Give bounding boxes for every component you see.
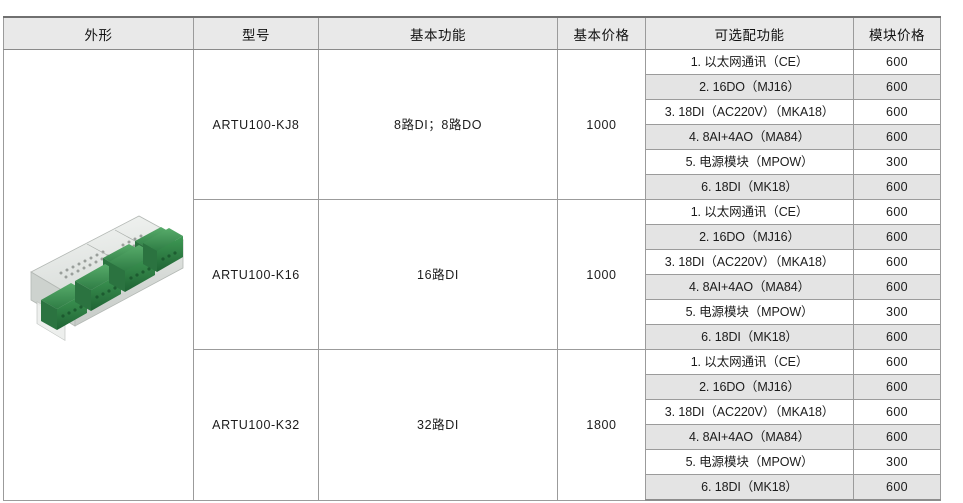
- table-row: 2. 16DO（MJ16） 600: [4, 374, 941, 400]
- table-row: 5. 电源模块（MPOW） 300: [4, 299, 941, 325]
- cell-optional-function: 4. 8AI+4AO（MA84）: [645, 274, 854, 300]
- cell-optional-function: 1. 以太网通讯（CE）: [645, 49, 854, 75]
- cell-module-price: 600: [853, 124, 941, 150]
- cell-optional-function: 4. 8AI+4AO（MA84）: [645, 424, 854, 450]
- header-row: 外形 型号 基本功能 基本价格 可选配功能 模块价格: [3, 16, 941, 50]
- cell-module-price: 600: [853, 474, 941, 501]
- column-header-shape: 外形: [3, 16, 194, 50]
- rtu-module-illustration: [30, 215, 184, 341]
- cell-optional-function: 5. 电源模块（MPOW）: [645, 299, 854, 325]
- column-header-model: 型号: [193, 16, 319, 50]
- cell-module-price: 600: [853, 199, 941, 225]
- cell-module-price: 600: [853, 274, 941, 300]
- cell-optional-function: 2. 16DO（MJ16）: [645, 224, 854, 250]
- cell-module-price: 600: [853, 74, 941, 100]
- cell-optional-function: 1. 以太网通讯（CE）: [645, 199, 854, 225]
- table-row: 5. 电源模块（MPOW） 300: [4, 449, 941, 475]
- table-row: 5. 电源模块（MPOW） 300: [4, 149, 941, 175]
- cell-module-price: 600: [853, 224, 941, 250]
- cell-basic-function: 8路DI；8路DO: [318, 49, 558, 200]
- column-header-function: 基本功能: [318, 16, 558, 50]
- cell-optional-function: 6. 18DI（MK18）: [645, 324, 854, 350]
- cell-module-price: 600: [853, 249, 941, 275]
- cell-optional-function: 2. 16DO（MJ16）: [645, 374, 854, 400]
- cell-basic-price: 1000: [557, 199, 646, 350]
- cell-module-price: 600: [853, 399, 941, 425]
- column-header-module-price: 模块价格: [853, 16, 941, 50]
- cell-optional-function: 3. 18DI（AC220V）（MKA18）: [645, 249, 854, 275]
- table-row: ARTU100-KJ8 8路DI；8路DO 1000 1. 以太网通讯（CE） 600: [3, 49, 941, 501]
- cell-module-price: 300: [853, 299, 941, 325]
- table-row: 6. 18DI（MK18） 600: [4, 324, 941, 350]
- cell-basic-price: 1800: [557, 349, 646, 501]
- cell-basic-price: 1000: [557, 49, 646, 200]
- cell-module-price: 600: [853, 324, 941, 350]
- table-row: 4. 8AI+4AO（MA84） 600: [4, 124, 941, 150]
- cell-optional-function: 1. 以太网通讯（CE）: [645, 349, 854, 375]
- table-header: 外形 型号 基本功能 基本价格 可选配功能 模块价格: [3, 16, 941, 50]
- table-row: 4. 8AI+4AO（MA84） 600: [4, 424, 941, 450]
- cell-module-price: 600: [853, 349, 941, 375]
- cell-model: ARTU100-K32: [193, 349, 319, 501]
- table-body: ARTU100-KJ8 8路DI；8路DO 1000 1. 以太网通讯（CE） 600 2…: [3, 49, 941, 501]
- cell-optional-function: 3. 18DI（AC220V）（MKA18）: [645, 99, 854, 125]
- product-image-cell: [3, 49, 194, 501]
- table-row: 6. 18DI（MK18） 600: [4, 174, 941, 200]
- cell-optional-function: 6. 18DI（MK18）: [645, 474, 854, 501]
- cell-module-price: 600: [853, 174, 941, 200]
- cell-module-price: 600: [853, 374, 941, 400]
- cell-optional-function: 3. 18DI（AC220V）（MKA18）: [645, 399, 854, 425]
- cell-optional-function: 4. 8AI+4AO（MA84）: [645, 124, 854, 150]
- cell-model: ARTU100-K16: [193, 199, 319, 350]
- cell-module-price: 300: [853, 149, 941, 175]
- product-photo: [4, 50, 194, 500]
- table-row: 3. 18DI（AC220V）（MKA18） 600: [4, 249, 941, 275]
- cell-module-price: 600: [853, 99, 941, 125]
- cell-basic-function: 32路DI: [318, 349, 558, 501]
- table-row: ARTU100-K16 16路DI 1000 1. 以太网通讯（CE） 600: [4, 199, 941, 350]
- cell-basic-function: 16路DI: [318, 199, 558, 350]
- cell-module-price: 600: [853, 424, 941, 450]
- column-header-price: 基本价格: [557, 16, 646, 50]
- cell-module-price: 300: [853, 449, 941, 475]
- table-row: 3. 18DI（AC220V）（MKA18） 600: [4, 99, 941, 125]
- cell-module-price: 600: [853, 49, 941, 75]
- cell-optional-function: 5. 电源模块（MPOW）: [645, 149, 854, 175]
- column-header-option: 可选配功能: [645, 16, 854, 50]
- table-row: 2. 16DO（MJ16） 600: [4, 74, 941, 100]
- table-row: ARTU100-K32 32路DI 1800 1. 以太网通讯（CE） 600: [4, 349, 941, 501]
- cell-optional-function: 2. 16DO（MJ16）: [645, 74, 854, 100]
- cell-optional-function: 6. 18DI（MK18）: [645, 174, 854, 200]
- product-spec-table: 外形 型号 基本功能 基本价格 可选配功能 模块价格: [3, 16, 941, 501]
- cell-optional-function: 5. 电源模块（MPOW）: [645, 449, 854, 475]
- table-row: 6. 18DI（MK18） 600: [4, 474, 941, 501]
- cell-model: ARTU100-KJ8: [193, 49, 319, 200]
- table-row: 2. 16DO（MJ16） 600: [4, 224, 941, 250]
